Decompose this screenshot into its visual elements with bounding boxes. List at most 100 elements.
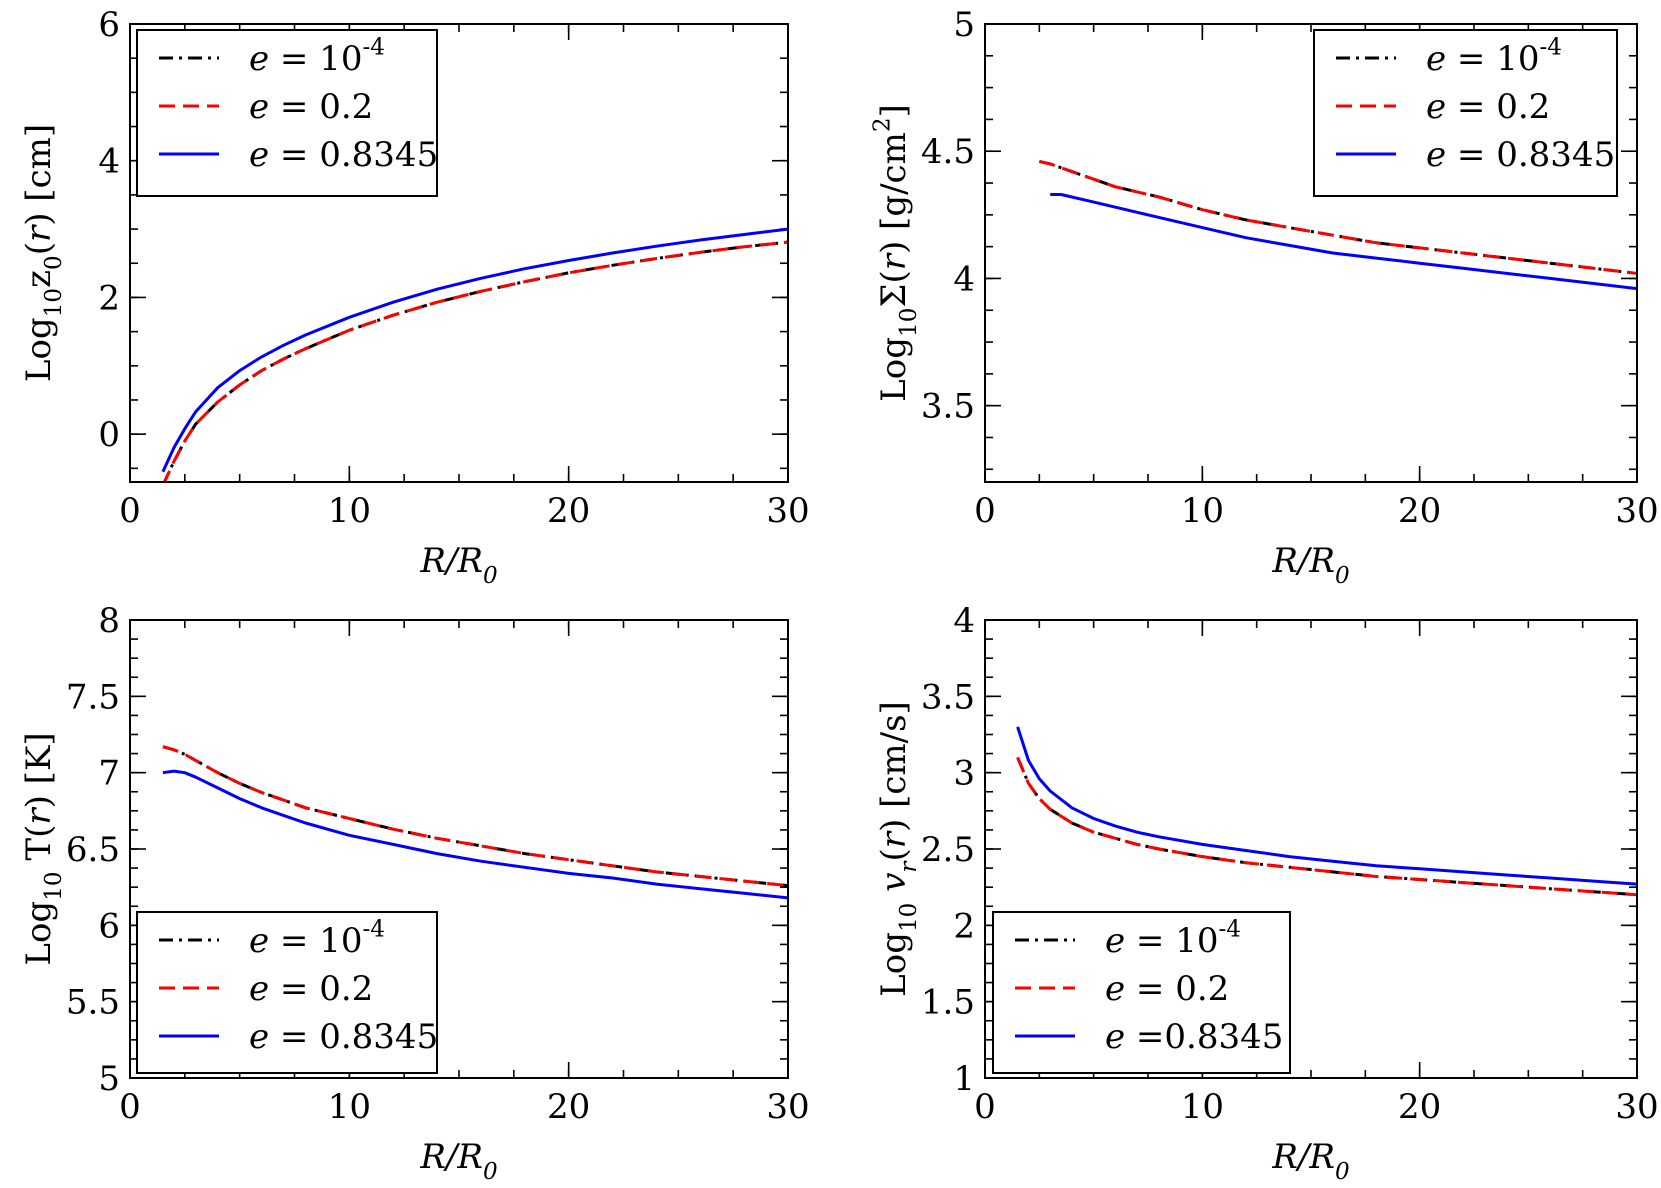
x-axis-label-main: R/R	[419, 1137, 483, 1177]
label-part: (	[874, 848, 914, 861]
series-line-dashdot	[1016, 756, 1637, 897]
x-tick-label: 20	[547, 1087, 590, 1127]
x-tick-label: 30	[1615, 491, 1658, 531]
y-axis-label: Log10Σ(r) [g/cm2]	[870, 104, 922, 402]
label-part: 10	[896, 903, 922, 932]
label-part: = 0.2	[269, 969, 373, 1009]
label-part: Log	[874, 932, 914, 997]
x-tick-label: 30	[766, 1087, 809, 1127]
label-part: -4	[1540, 35, 1563, 61]
label-part: ) [g/cm	[874, 132, 914, 254]
label-part: e	[1426, 39, 1446, 79]
x-axis-label: R/R0	[1271, 541, 1349, 589]
legend: e = 10-4e = 0.2e = 0.8345	[1313, 29, 1618, 197]
legend-label: e = 10-4	[1105, 917, 1241, 961]
y-tick-label: 2	[953, 906, 975, 946]
label-part: e	[1105, 921, 1125, 961]
legend-label: e = 0.2	[1426, 87, 1550, 127]
label-part: Σ(	[874, 270, 914, 307]
plot-frame	[984, 23, 1638, 483]
label-part: e	[249, 87, 269, 127]
label-part: e	[249, 39, 269, 79]
x-axis-label-sub: 0	[1335, 563, 1350, 589]
legend-label: e = 0.2	[249, 969, 373, 1009]
y-tick-label: 5.5	[66, 983, 120, 1023]
label-part: = 0.8345	[269, 1017, 438, 1057]
y-tick-label: 3.5	[921, 677, 975, 717]
x-tick-label: 0	[974, 491, 996, 531]
label-part: T(	[19, 825, 59, 872]
x-tick-label: 10	[1181, 491, 1224, 531]
label-part: e	[249, 921, 269, 961]
x-tick-label: 0	[119, 1087, 141, 1127]
y-tick-label: 2.5	[921, 830, 975, 870]
y-tick-label: 8	[98, 601, 120, 641]
label-part: = 10	[269, 921, 362, 961]
x-tick-label: 30	[766, 491, 809, 531]
x-tick-label: 20	[547, 491, 590, 531]
series-line-dashed	[162, 745, 788, 888]
series-line-dashed	[162, 240, 788, 482]
x-tick-label: 0	[119, 491, 141, 531]
y-tick-label: 5	[953, 5, 975, 45]
label-part: e	[249, 969, 269, 1009]
y-tick-label: 1	[953, 1059, 975, 1099]
label-part	[874, 892, 914, 903]
label-part: = 10	[1125, 921, 1218, 961]
label-part: 2	[870, 117, 896, 132]
label-part: Log	[19, 317, 59, 382]
label-part: r	[19, 807, 59, 825]
y-tick-label: 4	[98, 142, 120, 182]
series-line-solid	[161, 227, 788, 473]
plot-frame	[984, 619, 1638, 1079]
label-part: ) [cm/s]	[874, 701, 914, 832]
label-part: z	[19, 270, 59, 288]
label-part: 10	[41, 871, 67, 900]
y-tick-label: 1.5	[921, 983, 975, 1023]
label-part: 0	[41, 255, 67, 270]
legend: e = 10-4e = 0.2e = 0.8345	[136, 911, 438, 1074]
y-tick-label: 4	[953, 601, 975, 641]
legend-box	[1313, 29, 1618, 197]
label-part: 10	[896, 308, 922, 337]
x-axis-label-sub: 0	[483, 563, 498, 589]
label-part: Log	[19, 901, 59, 966]
plot-frame	[129, 619, 789, 1079]
legend-label: e = 0.2	[249, 87, 373, 127]
x-axis-label: R/R0	[419, 541, 497, 589]
x-axis-label-main: R/R	[419, 541, 483, 581]
legend-label: e = 10-4	[249, 35, 385, 79]
label-part: e	[1426, 87, 1446, 127]
label-part: r	[19, 224, 59, 242]
y-tick-label: 2	[98, 278, 120, 318]
x-tick-label: 10	[328, 491, 371, 531]
legend-box	[992, 911, 1291, 1074]
legend-label: e = 0.8345	[249, 1017, 438, 1057]
y-tick-label: 7.5	[66, 677, 120, 717]
label-part: = 0.2	[1125, 969, 1229, 1009]
label-part: Log	[874, 337, 914, 402]
series-line-dashdot	[162, 745, 788, 888]
y-tick-label: 0	[98, 415, 120, 455]
label-part: 10	[41, 288, 67, 317]
label-part: e	[1105, 1017, 1125, 1057]
legend: e = 10-4e = 0.2e =0.8345	[992, 911, 1291, 1074]
x-axis-label: R/R0	[1271, 1137, 1349, 1185]
y-tick-label: 5	[98, 1059, 120, 1099]
label-part: = 0.8345	[269, 135, 438, 175]
label-part: = 10	[269, 39, 362, 79]
y-tick-label: 7	[98, 754, 120, 794]
label-part: (	[19, 242, 59, 255]
label-part: e	[249, 1017, 269, 1057]
series-line-solid	[1016, 726, 1637, 886]
label-part: -4	[363, 35, 386, 61]
label-part: = 0.2	[1446, 87, 1550, 127]
y-tick-label: 4.5	[921, 132, 975, 172]
label-part: = 0.2	[269, 87, 373, 127]
legend-label: e =0.8345	[1105, 1017, 1283, 1057]
y-tick-label: 6	[98, 5, 120, 45]
legend-label: e = 10-4	[249, 917, 385, 961]
legend-label: e = 0.8345	[1426, 135, 1615, 175]
